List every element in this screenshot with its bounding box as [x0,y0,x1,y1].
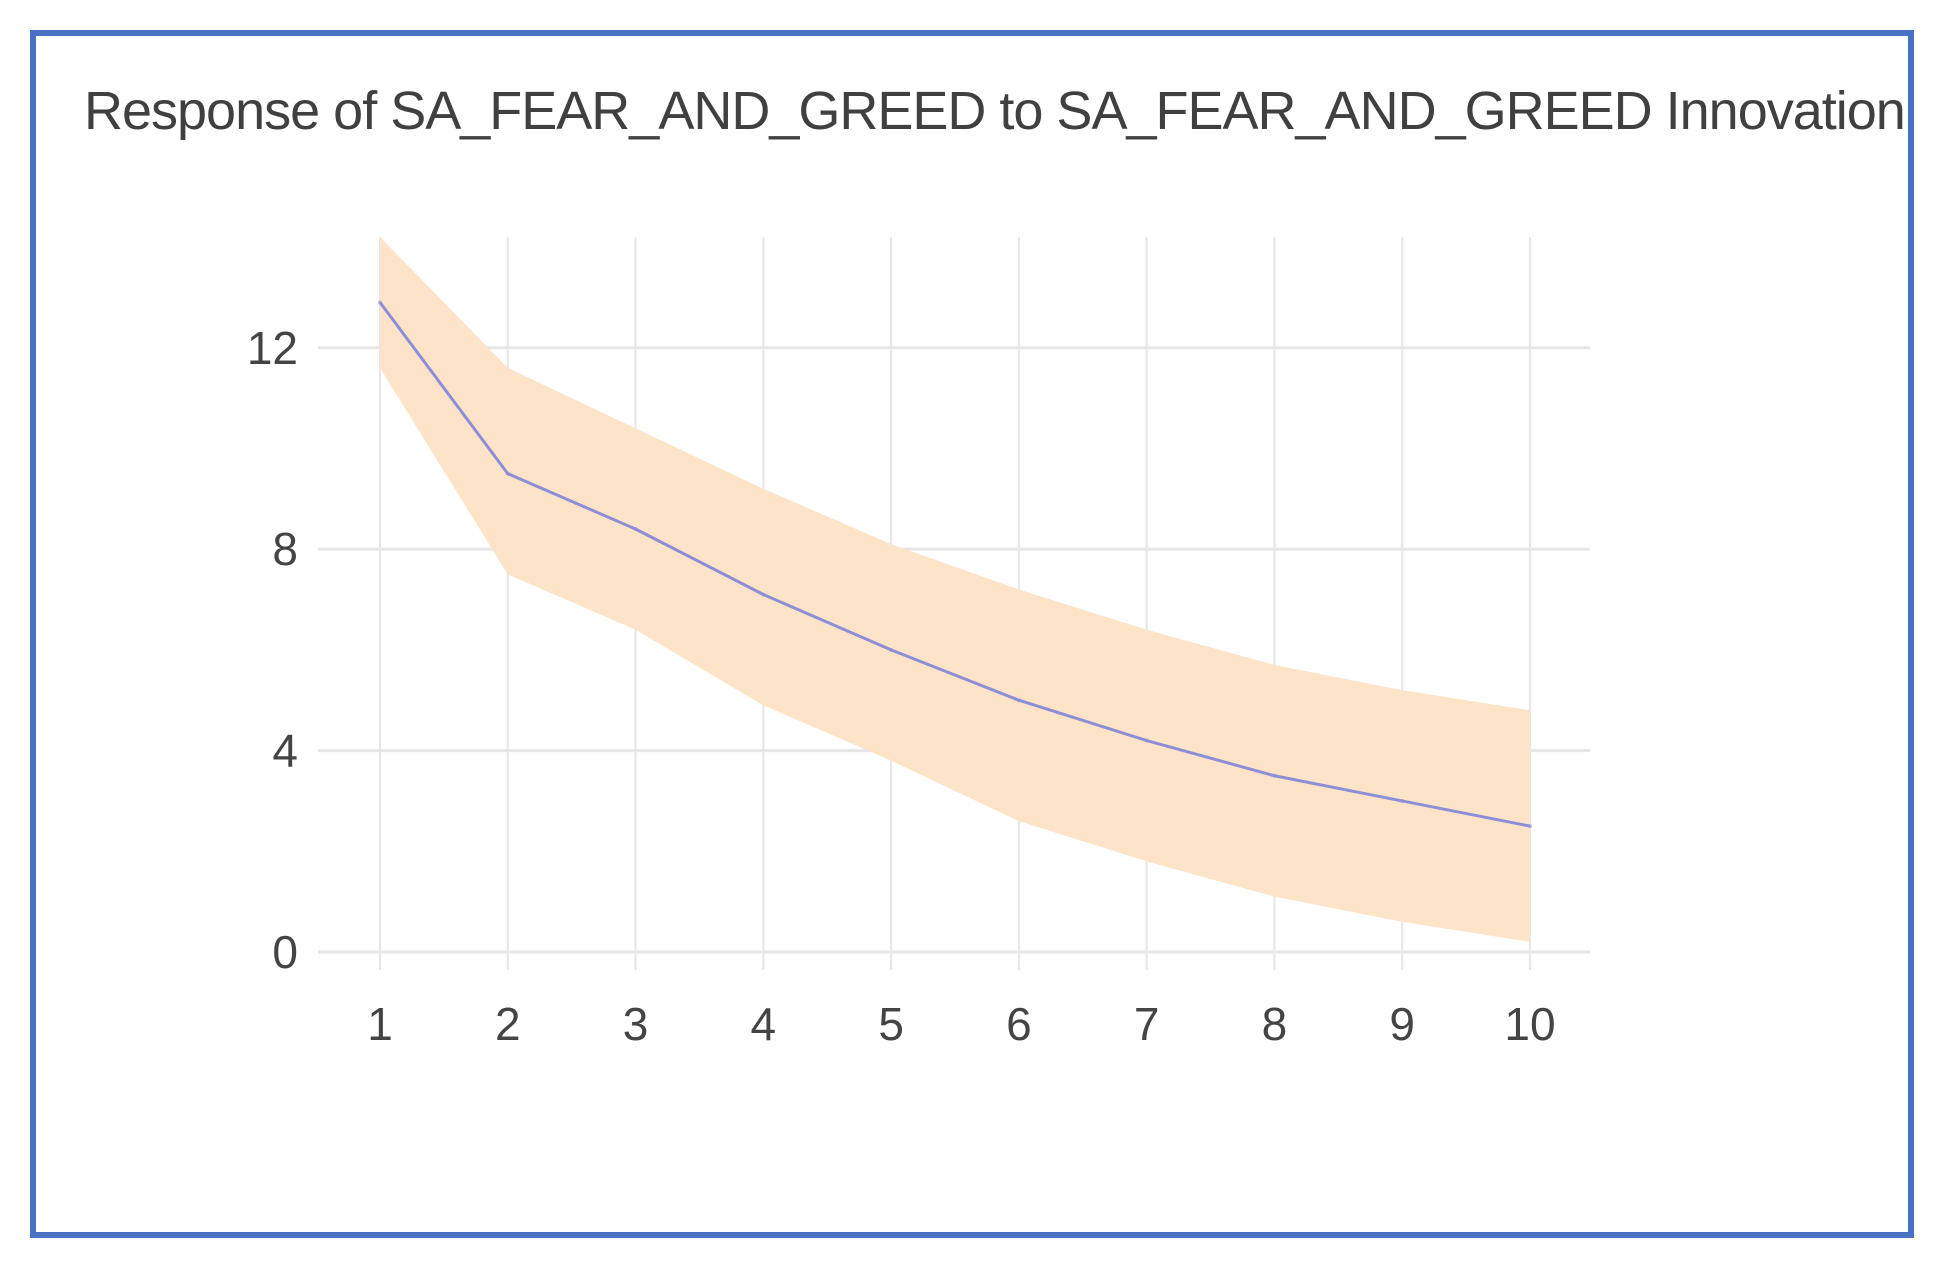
y-tick-label: 12 [247,322,298,374]
y-tick-label: 8 [272,523,298,575]
x-tick-label: 7 [1134,998,1160,1050]
series-point [1016,698,1021,703]
impulse-response-line [378,301,1531,828]
series-point [633,527,638,532]
x-tick-label: 4 [751,998,777,1050]
series-point [505,471,510,476]
chart-title: Response of SA_FEAR_AND_GREED to SA_FEAR… [84,81,1906,141]
confidence-band [380,237,1530,942]
x-tick-label: 9 [1389,998,1415,1050]
series-point [889,647,894,652]
x-tick-label: 6 [1006,998,1032,1050]
series-points [378,300,1532,829]
series-point [1272,773,1277,778]
series-point [761,592,766,597]
x-tick-label: 10 [1504,998,1555,1050]
y-tick-label: 4 [272,725,298,777]
x-tick-label: 1 [367,998,393,1050]
x-tick-label: 5 [878,998,904,1050]
series-point [378,300,382,305]
x-tick-label: 3 [623,998,649,1050]
x-tick-label: 8 [1262,998,1288,1050]
x-axis-tick-labels: 1 2 3 4 5 6 7 8 9 10 [367,998,1555,1050]
y-axis-tick-labels: 0 4 8 12 [247,322,298,978]
series-point [1528,824,1532,829]
y-tick-label: 0 [272,926,298,978]
series-point [1144,738,1149,743]
series-point [1400,798,1405,803]
x-tick-label: 2 [495,998,521,1050]
